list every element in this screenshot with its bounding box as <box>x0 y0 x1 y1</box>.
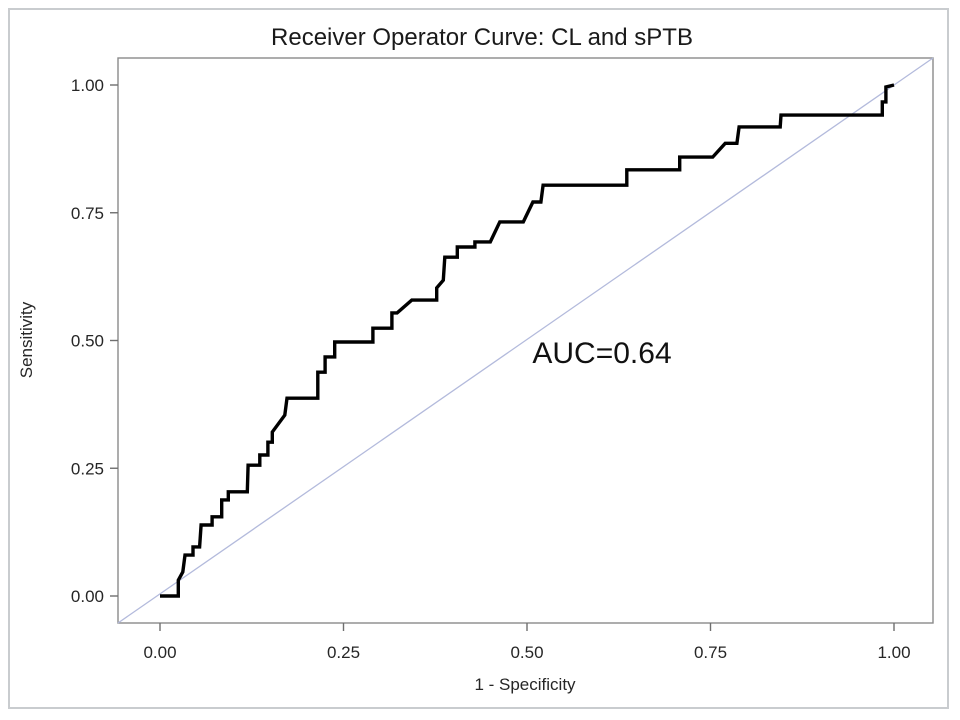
roc-curve <box>160 83 895 598</box>
chance-diagonal-line <box>117 57 934 624</box>
x-axis-ticks: 0.00 0.25 0.50 0.75 1.00 <box>143 623 911 662</box>
y-axis-title: Sensitivity <box>17 301 36 378</box>
y-tick-label: 0.00 <box>71 587 104 606</box>
x-tick-label: 0.75 <box>694 643 727 662</box>
x-tick-label: 0.00 <box>143 643 176 662</box>
y-tick-label: 0.50 <box>71 332 104 351</box>
y-axis-ticks: 0.00 0.25 0.50 0.75 1.00 <box>71 76 118 606</box>
x-tick-label: 0.25 <box>327 643 360 662</box>
x-axis-title: 1 - Specificity <box>474 675 576 694</box>
x-tick-label: 0.50 <box>510 643 543 662</box>
chart-title: Receiver Operator Curve: CL and sPTB <box>271 24 693 51</box>
auc-annotation: AUC=0.64 <box>532 337 671 370</box>
figure-border <box>8 8 949 709</box>
y-tick-label: 0.75 <box>71 204 104 223</box>
y-tick-label: 1.00 <box>71 76 104 95</box>
x-tick-label: 1.00 <box>877 643 910 662</box>
y-tick-label: 0.25 <box>71 459 104 478</box>
